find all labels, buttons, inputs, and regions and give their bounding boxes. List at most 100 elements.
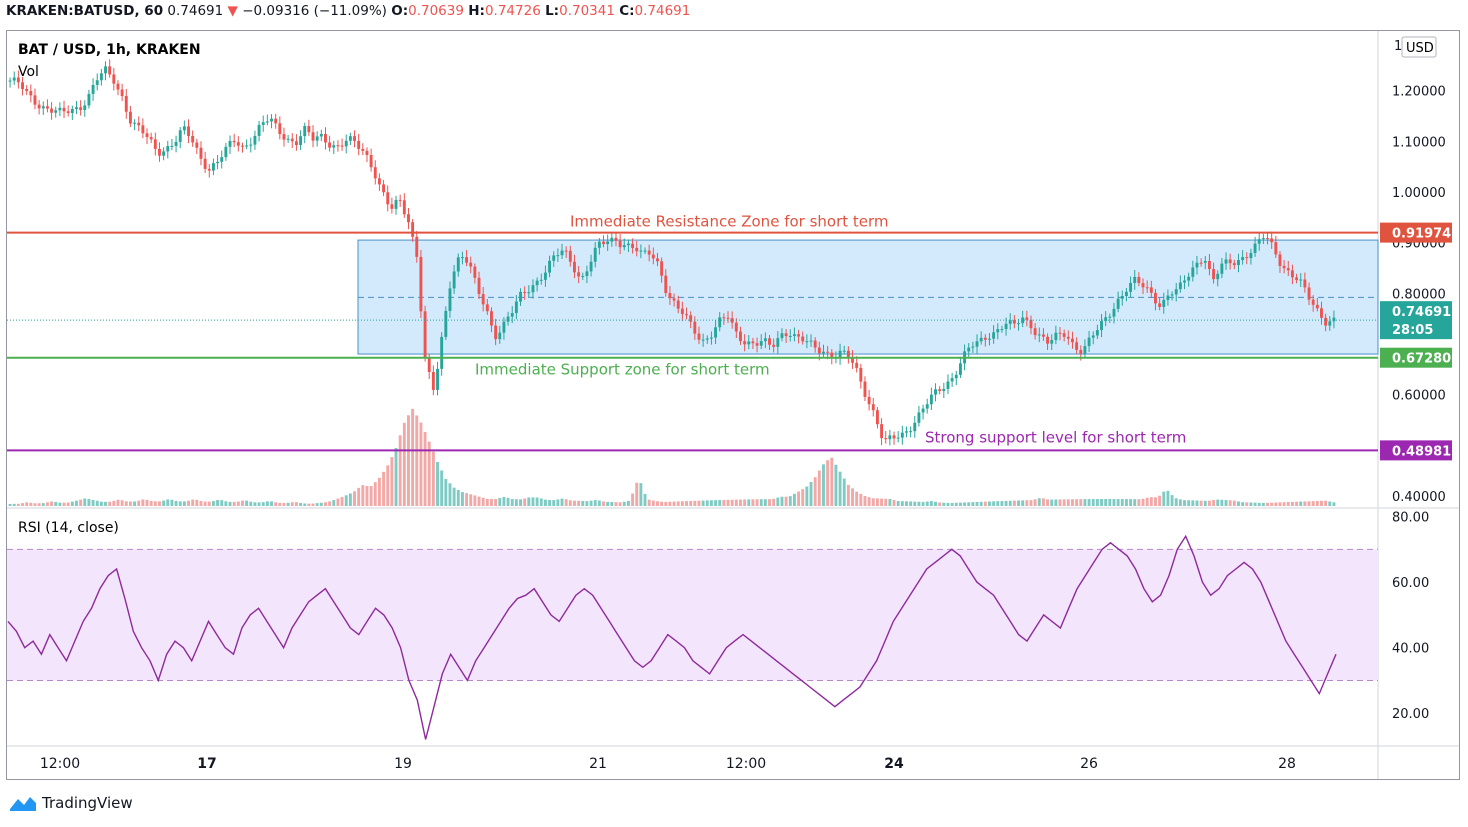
tradingview-brand[interactable]: TradingView xyxy=(8,793,133,813)
candle-body xyxy=(340,145,344,147)
candle xyxy=(1212,262,1216,284)
candle-body xyxy=(523,291,527,293)
candle-body xyxy=(759,341,763,346)
candle-body xyxy=(1008,320,1012,324)
candle-body xyxy=(494,325,498,340)
candle-body xyxy=(415,236,419,257)
volume-bar xyxy=(54,501,58,506)
candle-body xyxy=(33,95,37,105)
candle-body xyxy=(274,118,278,124)
time-tick-label: 21 xyxy=(589,756,607,772)
currency-button[interactable] xyxy=(1401,36,1437,58)
candle xyxy=(676,295,680,314)
volume-bar xyxy=(822,464,825,506)
volume-bar xyxy=(299,502,303,506)
volume-bar xyxy=(1062,499,1066,506)
candle-body xyxy=(120,89,124,97)
volume-bar xyxy=(1091,499,1095,506)
candle xyxy=(788,329,792,342)
candle xyxy=(294,134,298,151)
candle-body xyxy=(880,424,884,439)
volume-bar xyxy=(1104,499,1108,506)
candle-body xyxy=(1253,243,1257,253)
candle xyxy=(527,285,531,298)
candle-body xyxy=(763,338,767,342)
volume-bar xyxy=(958,502,962,506)
candle xyxy=(1104,311,1108,327)
candle-body xyxy=(809,340,813,342)
candle-body xyxy=(278,123,282,135)
volume-bar xyxy=(743,499,747,506)
volume-bar xyxy=(1066,499,1070,506)
volume-bar xyxy=(398,435,402,506)
candle xyxy=(1091,331,1095,345)
candle xyxy=(1232,259,1236,270)
candle xyxy=(954,370,958,385)
candle xyxy=(1008,313,1012,330)
candle-body xyxy=(303,126,307,137)
candle xyxy=(1270,231,1274,249)
candle-body xyxy=(158,148,161,156)
candle xyxy=(917,405,921,427)
volume-bar xyxy=(498,498,502,506)
candle-body xyxy=(519,291,522,302)
candle-body xyxy=(564,250,568,252)
candle xyxy=(108,59,112,78)
volume-bar xyxy=(1237,501,1240,506)
volume-bar xyxy=(124,501,128,506)
time-axis[interactable]: 12:00 17 19 21 12:00 24 26 28 xyxy=(40,756,1296,772)
time-tick-label: 19 xyxy=(394,756,412,772)
volume-bar xyxy=(784,496,788,506)
volume-bar xyxy=(286,502,290,506)
rsi-band-fill xyxy=(7,549,1378,681)
volume-bar xyxy=(79,499,83,506)
candle xyxy=(1025,310,1029,327)
candle xyxy=(983,334,987,347)
volume-bar xyxy=(1145,497,1149,506)
candle-body xyxy=(581,276,585,278)
candle-body xyxy=(1290,270,1294,278)
candle-body xyxy=(614,237,618,241)
candle-body xyxy=(419,256,423,312)
candle xyxy=(871,398,875,417)
candle xyxy=(1224,252,1228,270)
candle xyxy=(245,139,249,150)
candle xyxy=(1199,258,1203,267)
candle-body xyxy=(390,204,394,209)
candle xyxy=(182,120,186,135)
volume-bar xyxy=(128,501,132,506)
candle-body xyxy=(108,66,112,75)
volume-bar xyxy=(635,482,639,506)
candle xyxy=(394,195,398,215)
volume-bar xyxy=(1071,499,1074,506)
volume-bar xyxy=(336,498,340,506)
candle-body xyxy=(145,133,149,138)
candle-body xyxy=(539,279,543,281)
volume-bar xyxy=(112,500,116,506)
volume-bar xyxy=(1245,502,1249,506)
candle xyxy=(813,337,817,353)
candle-body xyxy=(456,257,460,272)
candle-body xyxy=(1257,239,1261,244)
candle-body xyxy=(1212,269,1216,280)
candle xyxy=(519,288,522,306)
price-axis[interactable]: 1.200001.100001.000000.900000.800000.600… xyxy=(1392,85,1446,505)
candle-body xyxy=(913,422,917,432)
candle-body xyxy=(62,107,66,112)
volume-bar xyxy=(41,503,45,506)
candle xyxy=(913,415,917,438)
candle-body xyxy=(1041,334,1045,337)
volume-bar xyxy=(697,500,701,506)
volume-bar xyxy=(1012,500,1016,506)
rsi-axis[interactable]: 80.00 60.00 40.00 20.00 xyxy=(1392,511,1429,723)
candle xyxy=(664,269,668,297)
chart-frame[interactable] xyxy=(6,30,1460,780)
candle xyxy=(1149,280,1153,299)
candle xyxy=(1332,310,1336,329)
volume-bar xyxy=(950,502,954,506)
candle-body xyxy=(257,124,261,136)
candle-body xyxy=(1195,262,1199,268)
candle xyxy=(1145,280,1149,293)
volume-label: Vol xyxy=(18,64,39,80)
